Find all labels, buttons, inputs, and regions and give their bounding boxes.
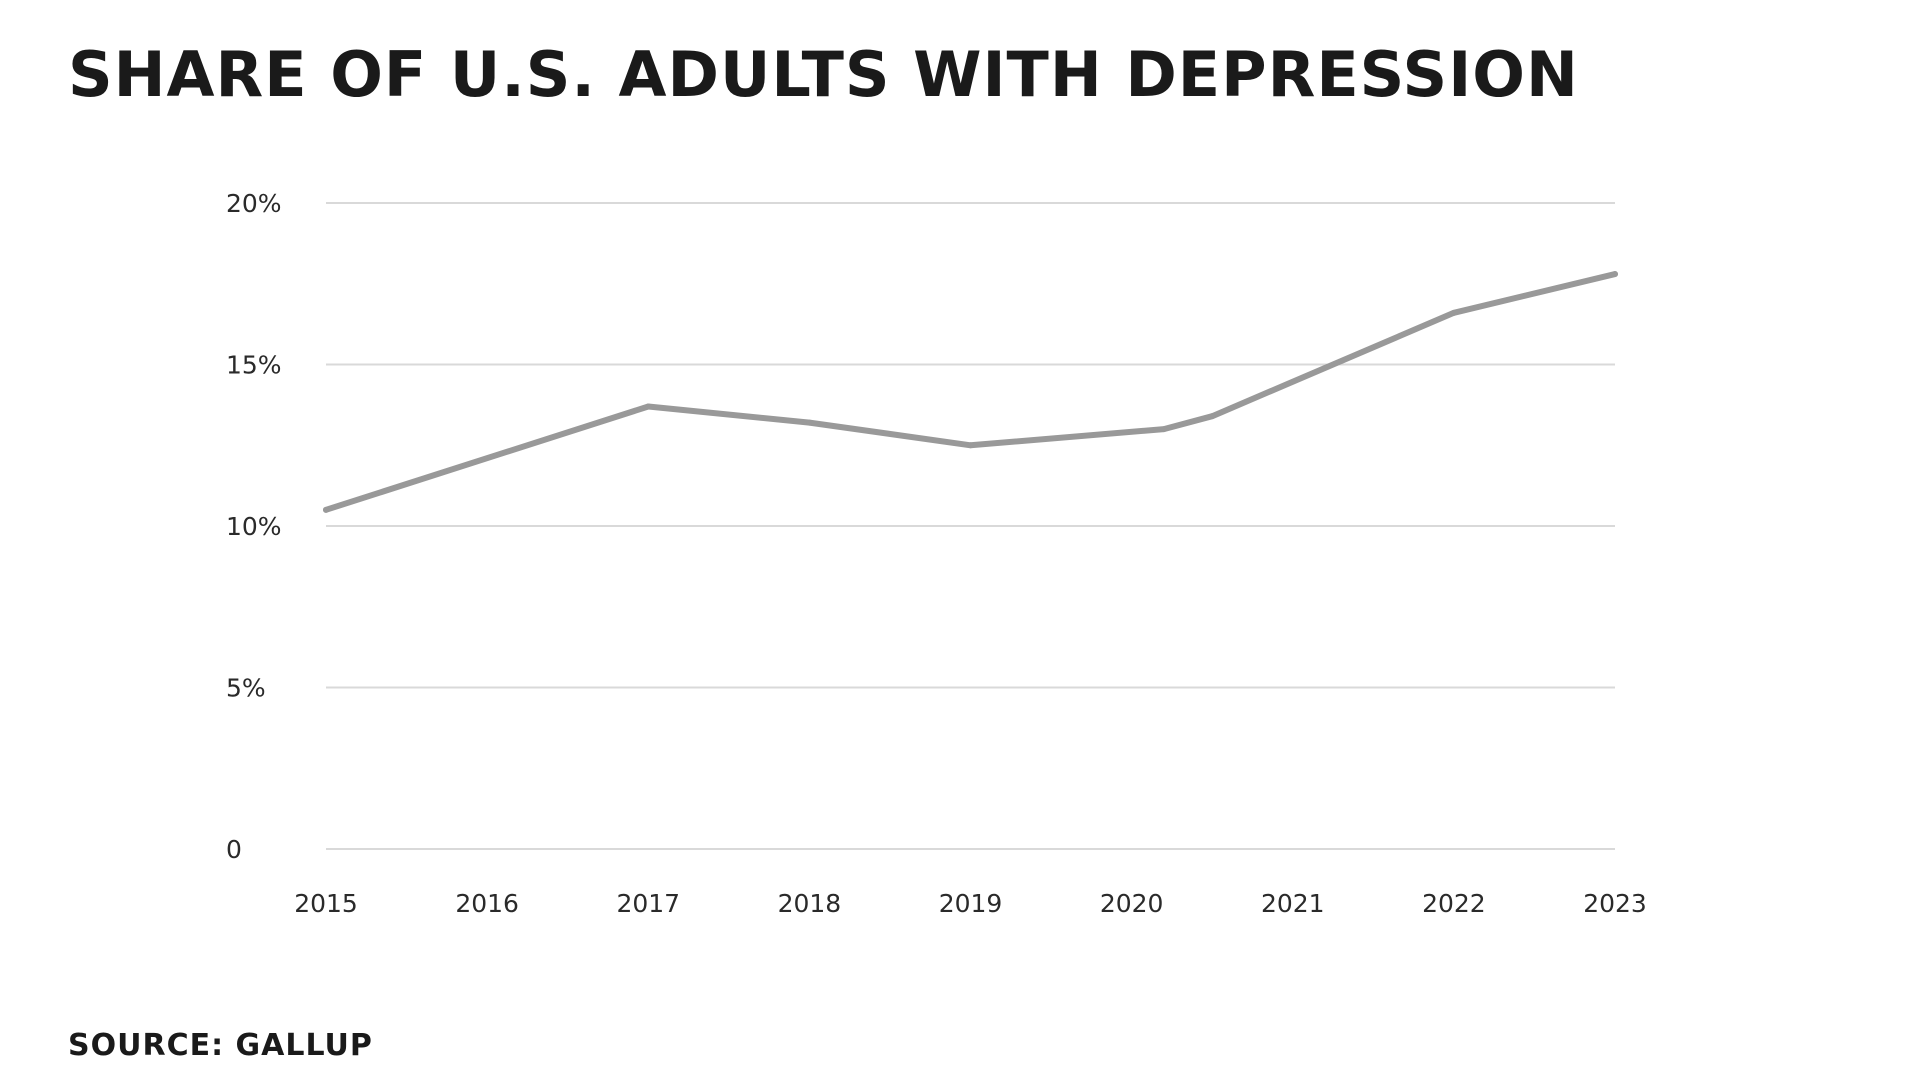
grid-lines — [326, 202, 1615, 850]
y-tick-label: 20% — [226, 189, 282, 218]
x-tick-label: 2020 — [1100, 889, 1164, 918]
y-tick-label: 0 — [226, 835, 242, 864]
data-point — [1450, 309, 1457, 316]
data-point — [806, 419, 813, 426]
x-tick-label: 2015 — [294, 889, 358, 918]
x-tick-label: 2016 — [455, 889, 519, 918]
series-layer — [323, 271, 1618, 513]
y-axis-tick-labels: 0 5% 10% 15% 20% — [226, 189, 282, 864]
x-tick-label: 2023 — [1583, 889, 1647, 918]
y-tick-label: 5% — [226, 674, 266, 703]
x-tick-label: 2017 — [616, 889, 680, 918]
y-tick-label: 15% — [226, 351, 282, 380]
chart-title: SHARE OF U.S. ADULTS WITH DEPRESSION — [68, 38, 1579, 111]
x-tick-label: 2019 — [939, 889, 1003, 918]
data-point — [323, 506, 329, 513]
source-note: SOURCE: GALLUP — [68, 1028, 373, 1063]
series-line-0 — [323, 271, 1618, 513]
x-tick-label: 2018 — [778, 889, 842, 918]
data-point — [967, 442, 974, 449]
x-axis-tick-labels: 2015 2016 2017 2018 2019 2020 2021 2022 2023 — [294, 889, 1647, 918]
data-point — [645, 403, 652, 410]
data-point — [1612, 271, 1618, 278]
y-tick-label: 10% — [226, 512, 282, 541]
x-tick-label: 2021 — [1261, 889, 1325, 918]
data-point — [1209, 413, 1216, 420]
x-tick-label: 2022 — [1422, 889, 1486, 918]
data-point — [1160, 426, 1167, 433]
